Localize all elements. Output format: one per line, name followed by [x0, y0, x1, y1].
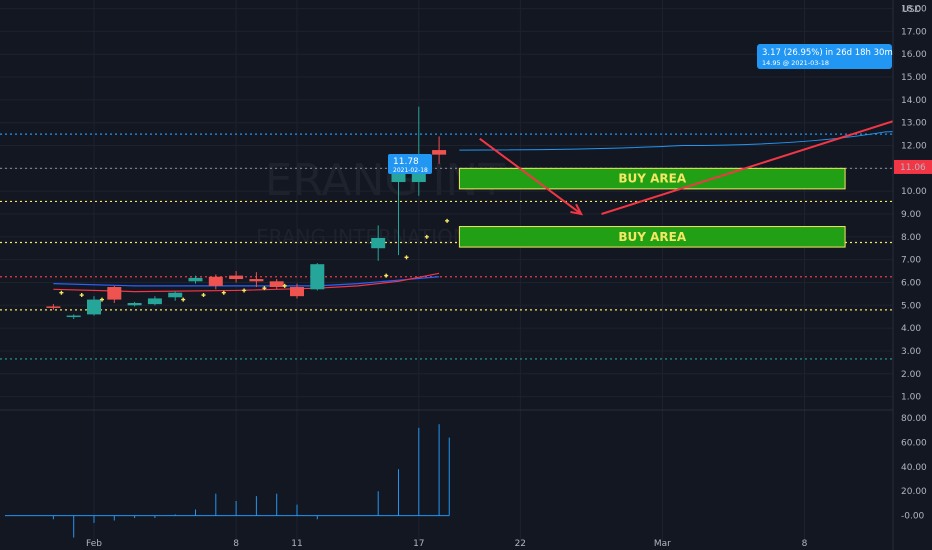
price-tick-label: 16.00 [901, 50, 927, 60]
price-callout-value: 11.78 [393, 157, 419, 167]
price-tick-label: 17.00 [901, 27, 927, 37]
candle-body[interactable] [188, 277, 203, 282]
price-tick-label: 14.00 [901, 96, 927, 106]
projection-path[interactable] [459, 76, 932, 151]
sar-dot [404, 255, 409, 260]
price-axis-bg [893, 0, 932, 550]
sar-dot [201, 293, 206, 298]
sar-dot [282, 283, 287, 288]
price-tick-label: 15.00 [901, 73, 927, 83]
sar-dot [59, 290, 64, 295]
buy-area-box[interactable] [458, 226, 846, 248]
candle-body[interactable] [249, 279, 264, 282]
projection-callout-text: 3.17 (26.95%) in 26d 18h 30m [762, 48, 893, 58]
candle-body[interactable] [269, 281, 284, 288]
price-tick-label: 8.00 [901, 233, 921, 243]
arrow-line[interactable] [479, 137, 582, 215]
candle-body[interactable] [127, 303, 142, 306]
price-callout-sub: 2021-02-18 [393, 167, 428, 174]
candle-body[interactable] [87, 299, 101, 315]
candle-body[interactable] [290, 287, 304, 297]
sar-dot [262, 286, 267, 291]
sar-dot [384, 273, 389, 278]
sar-dot [181, 297, 186, 302]
price-tick-label: 1.00 [901, 393, 921, 403]
buy-areas[interactable]: BUY AREA BUY AREA [458, 167, 846, 248]
price-tick-label: 4.00 [901, 324, 921, 334]
currency-label: USD [902, 5, 921, 15]
red-arrows[interactable] [479, 80, 932, 216]
candlesticks[interactable] [46, 106, 447, 319]
price-tick-label: 10.00 [901, 187, 927, 197]
candle-body[interactable] [168, 292, 183, 298]
price-tick-label: 2.00 [901, 370, 921, 380]
price-tick-label: 12.00 [901, 142, 927, 152]
arrow-head [570, 203, 584, 216]
time-tick-label: 8 [802, 539, 808, 549]
projection-callout-box [757, 44, 892, 69]
volume-tick-label: 60.00 [901, 438, 927, 448]
sar-dot [424, 234, 429, 239]
buy-area-label: BUY AREA [618, 172, 686, 186]
time-tick-label: Feb [86, 539, 102, 549]
arrow-line[interactable] [601, 82, 932, 215]
volume-tick-label: -0.00 [901, 512, 925, 522]
sar-dot [445, 218, 450, 223]
price-axis[interactable]: USD 1.00 2.00 3.00 4.00 5.00 6.00 7.00 8.00 9.00 1… [892, 0, 932, 550]
candle-body[interactable] [310, 264, 325, 290]
time-tick-label: 22 [515, 539, 526, 549]
buy-area-label: BUY AREA [618, 230, 686, 244]
candle-body[interactable] [147, 298, 162, 305]
volume-pane [5, 424, 450, 538]
candle-body[interactable] [66, 315, 81, 318]
candle-body[interactable] [371, 237, 386, 249]
parabolic-sar [59, 218, 450, 302]
time-tick-label: 8 [233, 539, 239, 549]
price-tick-label: 9.00 [901, 210, 921, 220]
candle-body[interactable] [46, 306, 61, 308]
last-price-label: 11.06 [900, 163, 926, 173]
horizontal-levels[interactable] [0, 133, 893, 360]
time-tick-label: 17 [413, 539, 424, 549]
time-tick-label: Mar [654, 539, 671, 549]
buy-area-box[interactable] [458, 167, 846, 190]
sar-dot [100, 297, 104, 302]
price-tick-label: 13.00 [901, 119, 927, 129]
price-tick-label: 5.00 [901, 301, 921, 311]
price-tick-label: 7.00 [901, 256, 921, 266]
price-callout-box [388, 154, 432, 174]
last-price-badge [894, 159, 932, 174]
sar-dot [79, 293, 84, 298]
price-tick-label: 3.00 [901, 347, 921, 357]
sar-dot [242, 288, 247, 293]
volume-tick-label: 80.00 [901, 414, 927, 424]
candle-body[interactable] [229, 275, 244, 280]
candle-body[interactable] [432, 150, 447, 155]
price-tick-label: 18.00 [901, 5, 927, 15]
volume-tick-label: 20.00 [901, 487, 927, 497]
projection-callout-sub: 14.95 @ 2021-03-18 [762, 59, 829, 67]
candle-body[interactable] [208, 276, 223, 286]
volume-tick-label: 40.00 [901, 463, 927, 473]
projection-curve[interactable] [459, 78, 932, 151]
price-tick-label: 6.00 [901, 278, 921, 288]
sar-dot [221, 290, 226, 295]
time-tick-label: 11 [291, 539, 302, 549]
candle-body[interactable] [107, 287, 122, 300]
moving-average-blue [53, 276, 440, 287]
time-axis[interactable]: Feb8111722Mar81522 [86, 539, 932, 549]
